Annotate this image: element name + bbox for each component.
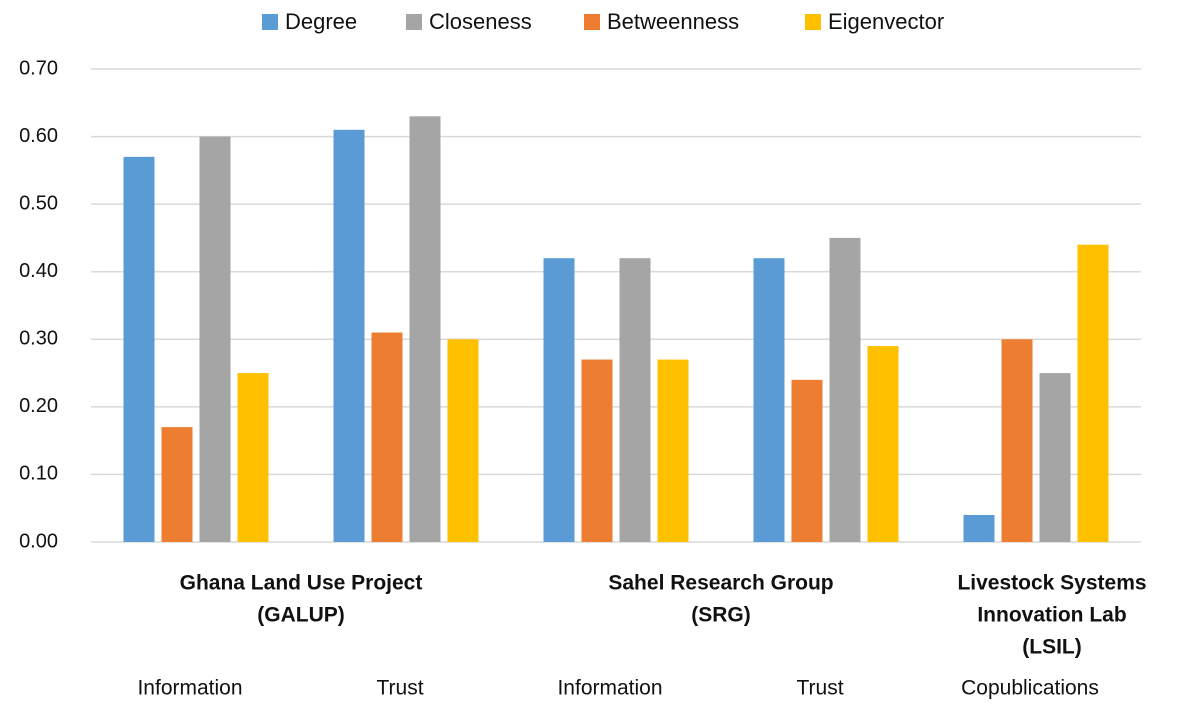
bar (199, 136, 231, 543)
y-tick-label: 0.60 (19, 125, 58, 147)
bar (619, 258, 651, 542)
y-tick-label: 0.50 (19, 192, 58, 214)
legend-swatch (805, 14, 821, 30)
y-tick-label: 0.00 (19, 530, 58, 552)
bar (657, 359, 689, 542)
bar (867, 346, 899, 542)
bar (1039, 373, 1071, 542)
x-tick-label: Trust (376, 677, 423, 700)
legend-label: Eigenvector (828, 9, 944, 34)
bar (333, 129, 365, 543)
x-tick-label: Copublications (961, 677, 1099, 700)
group-label: Sahel Research Group (608, 572, 833, 595)
y-tick-label: 0.10 (19, 463, 58, 485)
group-label: (GALUP) (257, 604, 345, 627)
x-tick-label: Information (137, 677, 242, 700)
bar (963, 514, 995, 542)
x-tick-label: Trust (796, 677, 843, 700)
group-label: (LSIL) (1022, 636, 1081, 659)
legend-label: Degree (285, 9, 357, 34)
bar (581, 359, 613, 542)
bar (123, 156, 155, 543)
bar (829, 237, 861, 542)
legend-label: Betweenness (607, 9, 739, 34)
legend-swatch (406, 14, 422, 30)
bar (447, 339, 479, 542)
y-tick-label: 0.40 (19, 260, 58, 282)
legend-swatch (584, 14, 600, 30)
bar (409, 116, 441, 543)
y-tick-label: 0.30 (19, 328, 58, 350)
y-tick-label: 0.20 (19, 395, 58, 417)
bar (1001, 339, 1033, 542)
group-label: Livestock Systems (957, 572, 1146, 595)
bar (753, 258, 785, 542)
bar (1077, 244, 1109, 542)
y-tick-label: 0.70 (19, 57, 58, 79)
legend-label: Closeness (429, 9, 532, 34)
bar (791, 379, 823, 542)
bar (371, 332, 403, 542)
bar (161, 427, 193, 542)
group-label: (SRG) (691, 604, 751, 627)
group-label: Ghana Land Use Project (180, 572, 423, 595)
x-tick-label: Information (557, 677, 662, 700)
group-label: Innovation Lab (977, 604, 1126, 627)
legend-swatch (262, 14, 278, 30)
bar (237, 373, 269, 542)
bar (543, 258, 575, 542)
